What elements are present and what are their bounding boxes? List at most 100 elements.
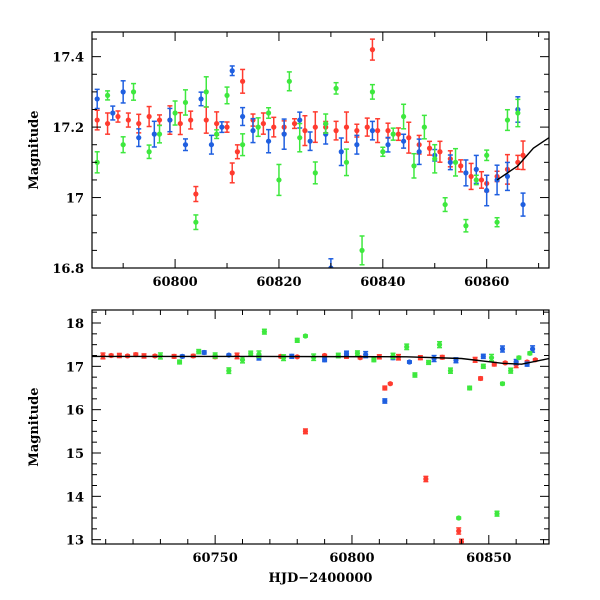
data-point — [473, 177, 479, 183]
data-point — [364, 124, 370, 130]
data-point — [421, 124, 427, 130]
data-point — [488, 355, 495, 361]
data-point — [203, 117, 209, 123]
data-point — [193, 191, 199, 197]
data-point — [312, 170, 318, 176]
data-point — [229, 170, 235, 176]
data-point — [291, 120, 298, 127]
data-point — [214, 131, 220, 137]
data-point — [442, 201, 448, 208]
data-point — [411, 163, 417, 169]
y-axis-title: Magnitude — [27, 387, 42, 466]
x-axis-title: HJD−2400000 — [269, 571, 373, 586]
data-point — [484, 187, 490, 194]
data-point — [343, 350, 350, 356]
data-point — [255, 124, 261, 130]
data-point — [240, 78, 246, 84]
x-tick-label: 60800 — [329, 551, 374, 566]
data-point — [151, 131, 157, 137]
data-point — [473, 166, 479, 172]
data-point — [214, 120, 220, 127]
y-tick-label: 18 — [66, 317, 84, 332]
data-point — [193, 219, 199, 225]
plot-frame — [91, 309, 550, 545]
data-point — [297, 117, 303, 123]
data-point — [385, 142, 391, 148]
plot-area — [94, 38, 549, 268]
data-point — [508, 368, 514, 374]
data-point — [229, 68, 235, 74]
data-point — [432, 156, 438, 162]
data-point — [182, 99, 189, 106]
data-point — [456, 528, 462, 534]
data-point — [333, 85, 339, 91]
data-point — [484, 152, 490, 158]
data-point — [338, 149, 344, 155]
y-tick-label: 17 — [66, 192, 84, 207]
data-point — [146, 149, 152, 155]
data-point — [172, 110, 178, 116]
data-point — [467, 385, 473, 391]
data-point — [201, 349, 207, 356]
data-point — [425, 359, 432, 366]
data-point — [390, 131, 396, 137]
data-point — [108, 352, 114, 359]
data-point — [182, 142, 189, 148]
data-point — [354, 128, 360, 134]
data-point — [302, 128, 308, 134]
data-point — [516, 355, 522, 361]
data-point — [400, 113, 407, 120]
data-point — [219, 124, 225, 130]
x-tick-label: 60750 — [193, 551, 238, 566]
data-point — [527, 350, 533, 356]
data-point — [468, 173, 474, 180]
data-point — [375, 128, 381, 134]
top-panel: 60800 60820 60840 60860 16.8 17 17.2 17.4 Magnit… — [27, 31, 550, 290]
data-point — [477, 375, 484, 382]
data-point — [343, 159, 350, 165]
data-point — [423, 476, 429, 482]
data-point — [104, 120, 111, 127]
data-point — [302, 428, 309, 434]
data-point — [212, 352, 218, 359]
data-point — [436, 342, 443, 348]
data-point — [412, 372, 418, 378]
data-point — [520, 201, 526, 208]
data-series — [94, 38, 526, 203]
y-axis-title: Magnitude — [27, 110, 42, 189]
data-point — [130, 89, 137, 95]
data-point — [177, 120, 183, 127]
y-tick-label: 17 — [66, 360, 84, 375]
data-point — [276, 177, 282, 183]
data-point — [369, 128, 376, 134]
data-point — [426, 145, 433, 151]
data-point — [240, 113, 246, 120]
data-point — [250, 128, 256, 134]
data-point — [261, 329, 268, 335]
data-series — [100, 352, 538, 544]
data-point — [198, 96, 204, 102]
data-point — [504, 173, 511, 180]
data-point — [480, 353, 486, 359]
data-series — [94, 71, 521, 266]
data-point — [286, 78, 292, 84]
plot-area — [92, 328, 549, 544]
data-point — [480, 363, 486, 369]
data-point — [116, 352, 122, 359]
data-point — [390, 353, 396, 359]
y-tick-label: 16 — [66, 404, 84, 419]
data-point — [281, 131, 287, 137]
data-point — [297, 135, 303, 141]
data-point — [265, 110, 272, 116]
data-point — [437, 149, 443, 155]
x-tick-label: 60850 — [466, 551, 511, 566]
data-point — [224, 92, 230, 99]
data-point — [478, 177, 485, 183]
data-point — [363, 352, 369, 358]
axes: 60800 60820 60840 60860 16.8 17 17.2 17.4 Magnit… — [27, 32, 549, 290]
y-tick-label: 17.2 — [52, 121, 84, 136]
x-tick-label: 60820 — [256, 275, 301, 290]
data-point — [452, 159, 459, 165]
x-tick-label: 60840 — [360, 275, 405, 290]
